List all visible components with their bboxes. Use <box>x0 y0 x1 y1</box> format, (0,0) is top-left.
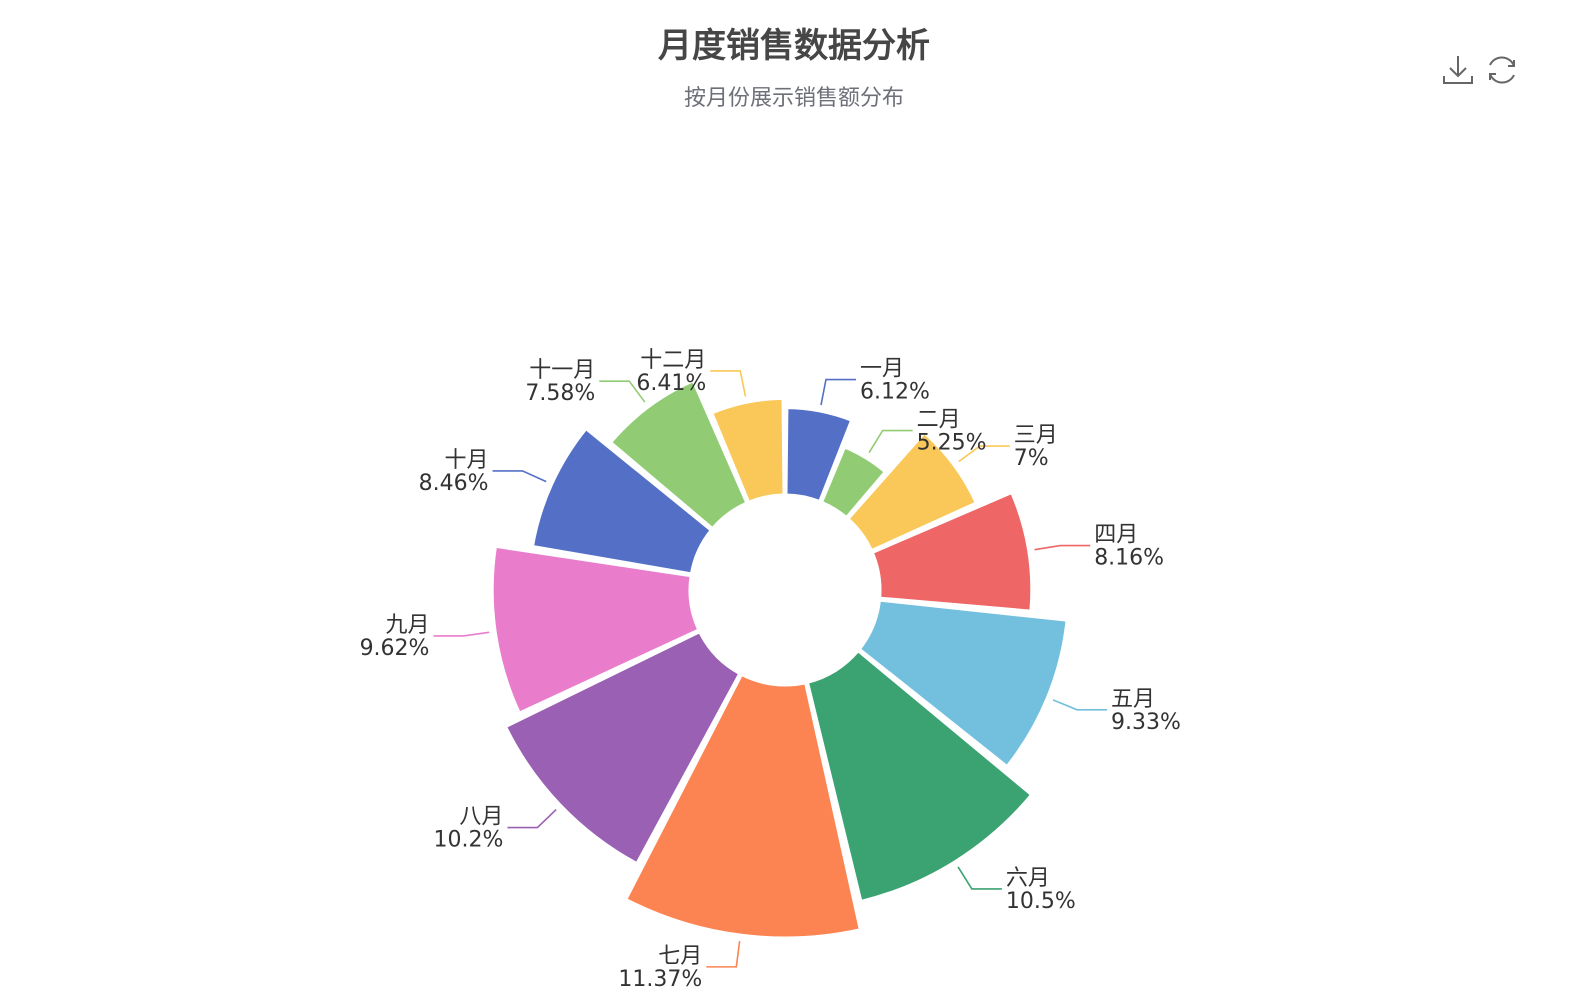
slice-4[interactable] <box>870 491 1034 613</box>
slice-label-name-11: 十一月 <box>529 358 595 383</box>
slice-1[interactable] <box>784 406 854 504</box>
slice-label-value-11: 7.58% <box>525 381 595 406</box>
leader-layer <box>433 370 1108 968</box>
leader-line-4 <box>1034 544 1091 551</box>
leader-line-12 <box>710 370 747 397</box>
slice-label-value-9: 9.62% <box>360 636 430 661</box>
chart-title: 月度销售数据分析 <box>658 26 930 66</box>
slice-label-value-5: 9.33% <box>1111 710 1181 735</box>
slice-label-name-3: 三月 <box>1014 423 1058 448</box>
slice-label-value-10: 8.46% <box>419 471 489 496</box>
slice-label-name-7: 七月 <box>658 944 702 969</box>
slice-label-value-2: 5.25% <box>917 431 987 456</box>
slice-label-value-8: 10.2% <box>434 828 504 853</box>
slice-7[interactable] <box>624 672 862 940</box>
leader-line-2 <box>868 429 913 454</box>
slice-label-name-8: 八月 <box>459 805 503 830</box>
slice-6[interactable] <box>806 649 1034 903</box>
slice-5[interactable] <box>857 598 1069 769</box>
leader-line-1 <box>820 378 856 406</box>
slice-9[interactable] <box>490 544 701 715</box>
slice-label-name-1: 一月 <box>860 357 904 382</box>
slice-label-name-12: 十二月 <box>640 348 706 373</box>
refresh-icon[interactable] <box>1482 50 1522 90</box>
leader-line-6 <box>957 866 1002 890</box>
leader-line-10 <box>492 470 547 483</box>
slice-label-name-5: 五月 <box>1111 687 1155 712</box>
slice-label-value-4: 8.16% <box>1094 546 1164 571</box>
leader-line-8 <box>507 808 557 829</box>
slice-10[interactable] <box>530 427 713 576</box>
slice-layer <box>490 379 1069 940</box>
slice-label-name-4: 四月 <box>1094 523 1138 548</box>
leader-line-9 <box>433 631 490 637</box>
slice-label-name-2: 二月 <box>917 408 961 433</box>
slice-label-value-1: 6.12% <box>860 380 930 405</box>
leader-line-5 <box>1052 699 1108 711</box>
leader-line-7 <box>706 940 741 968</box>
download-icon[interactable] <box>1438 50 1478 90</box>
slice-label-name-9: 九月 <box>385 613 429 638</box>
slice-label-name-6: 六月 <box>1006 866 1050 891</box>
slice-label-value-3: 7% <box>1014 446 1049 471</box>
leader-line-3 <box>958 445 1010 463</box>
slice-2[interactable] <box>820 445 887 520</box>
slice-12[interactable] <box>710 396 786 504</box>
slice-label-value-7: 11.37% <box>618 967 702 992</box>
chart-toolbox <box>1438 50 1538 90</box>
slice-8[interactable] <box>504 630 742 866</box>
slice-label-value-6: 10.5% <box>1006 889 1076 914</box>
leader-line-11 <box>599 380 646 403</box>
slice-label-name-10: 十月 <box>445 448 489 473</box>
slice-11[interactable] <box>609 379 749 531</box>
chart-subtitle: 按月份展示销售额分布 <box>683 86 904 111</box>
slice-3[interactable] <box>846 431 978 553</box>
slice-label-value-12: 6.41% <box>636 371 706 396</box>
